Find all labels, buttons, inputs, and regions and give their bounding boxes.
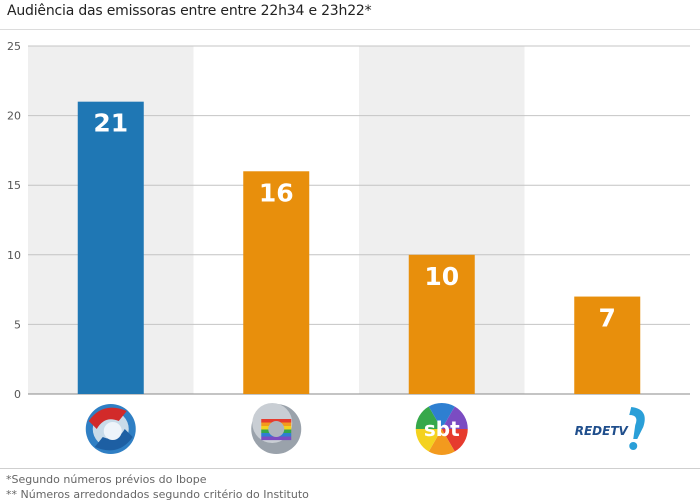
bar-value-label: 16 — [259, 178, 294, 207]
sbt-logo-segment — [415, 406, 442, 429]
y-tick-label: 25 — [7, 40, 21, 53]
sbt-logo-segment — [415, 429, 442, 452]
globo-logo-band — [261, 436, 292, 441]
bar-globo — [243, 171, 310, 394]
globo-logo-band — [261, 419, 292, 423]
y-tick-label: 15 — [7, 179, 21, 192]
record-logo-red-swoosh — [88, 407, 127, 429]
bar-value-label: 7 — [599, 304, 616, 333]
sbt-logo-segment — [441, 406, 468, 429]
footnotes: *Segundo números prévios do Ibope ** Núm… — [6, 472, 309, 502]
bar-redetv — [574, 296, 641, 394]
sbt-logo-segment — [441, 429, 468, 452]
bar-value-label: 21 — [93, 109, 128, 138]
y-tick-label: 5 — [14, 318, 21, 331]
redetv-logo-text: REDETV — [575, 424, 630, 438]
redetv-logo-exclamation — [629, 407, 645, 439]
bar-value-label: 10 — [424, 262, 459, 291]
footnote-2: ** Números arredondados segundo critério… — [6, 488, 309, 501]
record-logo-center — [103, 422, 122, 440]
bar-chart: 0 5 10 15 20 25 21 16 10 7 sbt REDETV — [7, 40, 690, 455]
record-logo — [85, 404, 136, 454]
redetv-logo-dot — [629, 442, 638, 450]
bar-record — [77, 101, 144, 395]
globo-logo — [251, 403, 302, 454]
footnote-divider — [0, 468, 700, 469]
redetv-logo: REDETV — [575, 407, 645, 450]
title-divider — [0, 29, 700, 30]
sbt-logo-segment — [428, 403, 455, 429]
globo-logo-center — [268, 421, 285, 437]
y-tick-label: 20 — [7, 110, 21, 123]
footnote-1: *Segundo números prévios do Ibope — [6, 473, 207, 486]
sbt-logo: sbt — [415, 403, 468, 455]
bar-sbt — [408, 254, 475, 394]
y-tick-label: 0 — [14, 388, 21, 401]
y-tick-label: 10 — [7, 249, 21, 262]
sbt-logo-text: sbt — [424, 417, 460, 441]
chart-title: Audiência das emissoras entre entre 22h3… — [7, 3, 372, 19]
sbt-logo-segment — [428, 429, 455, 455]
